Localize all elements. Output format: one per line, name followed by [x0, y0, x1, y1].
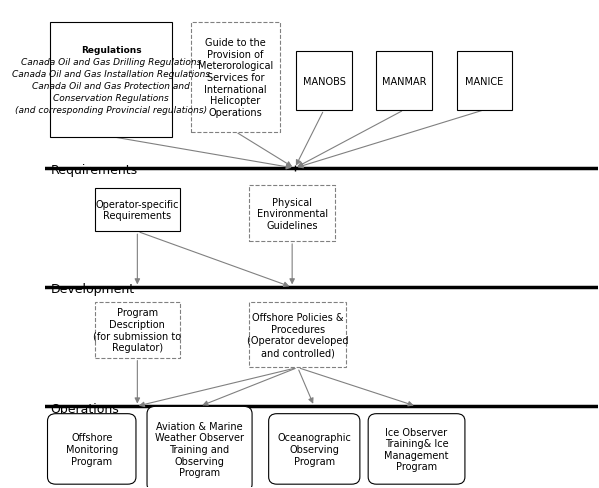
FancyBboxPatch shape	[249, 186, 335, 242]
Bar	[95, 188, 180, 232]
Text: Offshore Policies &
Procedures
(Operator developed
and controlled): Offshore Policies & Procedures (Operator…	[247, 313, 349, 357]
Text: Development: Development	[50, 283, 134, 296]
Text: (and corresponding Provincial regulations): (and corresponding Provincial regulation…	[15, 106, 207, 115]
FancyBboxPatch shape	[191, 23, 280, 132]
Text: Aviation & Marine
Weather Observer
Training and
Observing
Program: Aviation & Marine Weather Observer Train…	[155, 421, 244, 477]
Text: Canada Oil and Gas Drilling Regulations: Canada Oil and Gas Drilling Regulations	[21, 58, 201, 66]
Text: MANICE: MANICE	[465, 77, 503, 86]
Bar	[376, 52, 432, 111]
Text: Program
Description
(for submission to
Regulator): Program Description (for submission to R…	[93, 308, 181, 352]
Text: Canada Oil and Gas Protection and: Canada Oil and Gas Protection and	[32, 82, 190, 91]
Text: Regulations: Regulations	[81, 45, 141, 55]
Text: Physical
Environmental
Guidelines: Physical Environmental Guidelines	[256, 197, 328, 230]
Text: MANOBS: MANOBS	[302, 77, 346, 86]
Bar	[456, 52, 512, 111]
Bar	[50, 23, 172, 137]
Text: Guide to the
Provision of
Meterorological
Services for
International
Helicopter
: Guide to the Provision of Meterorologica…	[198, 38, 273, 118]
FancyBboxPatch shape	[368, 414, 465, 484]
Text: Ice Observer
Training& Ice
Management
Program: Ice Observer Training& Ice Management Pr…	[385, 427, 449, 471]
Bar	[297, 52, 352, 111]
Text: Operator-specific
Requirements: Operator-specific Requirements	[96, 199, 179, 221]
Text: Offshore
Monitoring
Program: Offshore Monitoring Program	[66, 432, 118, 466]
Text: Canada Oil and Gas Installation Regulations: Canada Oil and Gas Installation Regulati…	[12, 70, 210, 79]
FancyBboxPatch shape	[47, 414, 136, 484]
FancyBboxPatch shape	[269, 414, 360, 484]
FancyBboxPatch shape	[147, 407, 252, 488]
Text: MANMAR: MANMAR	[382, 77, 426, 86]
FancyBboxPatch shape	[95, 302, 180, 358]
FancyBboxPatch shape	[249, 302, 346, 368]
Text: Requirements: Requirements	[50, 164, 137, 177]
Text: Operations: Operations	[50, 402, 119, 415]
Text: Conservation Regulations: Conservation Regulations	[53, 94, 169, 103]
Text: Oceanographic
Observing
Program: Oceanographic Observing Program	[277, 432, 351, 466]
